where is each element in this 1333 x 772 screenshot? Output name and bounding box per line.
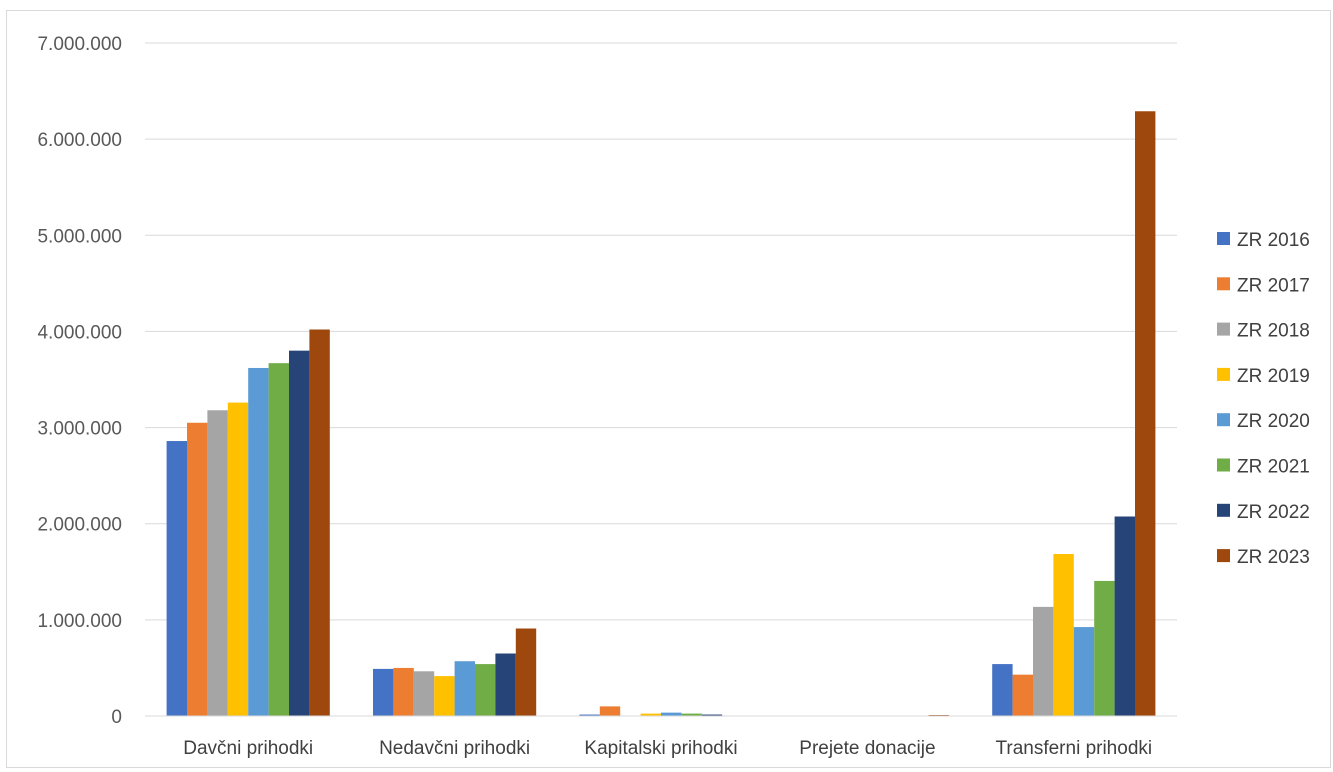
bar-zr-2020 (454, 661, 475, 716)
legend-swatch (1217, 367, 1230, 381)
bar-zr-2023 (309, 329, 330, 716)
legend-swatch (1217, 232, 1230, 245)
y-axis-ticks: 0 1.000.000 2.000.000 3.000.000 4.000.000 5.0… (37, 34, 122, 728)
y-tick-label: 2.000.000 (37, 515, 122, 536)
legend[interactable]: ZR 2016 ZR 2017 ZR 2018 ZR 2019 ZR 2020 ZR 20… (1217, 230, 1310, 568)
legend-label: ZR 2022 (1237, 502, 1310, 523)
bar-zr-2018 (207, 410, 228, 716)
y-tick-label: 0 (111, 707, 122, 728)
y-tick-label: 7.000.000 (37, 34, 122, 55)
legend-label: ZR 2019 (1237, 366, 1310, 387)
y-tick-label: 5.000.000 (37, 226, 122, 247)
bar-zr-2019 (1053, 553, 1074, 716)
x-category-label: Transferni prihodki (995, 738, 1152, 759)
bar-zr-2021 (268, 363, 289, 716)
bar-zr-2017 (393, 667, 414, 716)
bar-zr-2022 (701, 714, 723, 716)
bar-zr-2016 (579, 714, 600, 716)
x-category-label: Prejete donacije (799, 738, 935, 759)
legend-item[interactable]: ZR 2022 (1217, 502, 1310, 523)
bar-zr-2020 (1073, 627, 1095, 716)
bar-zr-2016 (992, 664, 1013, 716)
bar-zr-2022 (495, 653, 516, 716)
x-category-label: Davčni prihodki (183, 738, 313, 759)
legend-swatch (1217, 322, 1230, 336)
bar-zr-2021 (681, 713, 702, 716)
x-category-label: Kapitalski prihodki (584, 738, 737, 759)
x-axis: Davčni prihodki Nedavčni prihodki Kapitals… (145, 715, 1177, 759)
bar-zr-2018 (1033, 606, 1054, 716)
legend-label: ZR 2023 (1237, 547, 1310, 568)
legend-item[interactable]: ZR 2016 (1217, 230, 1310, 251)
bar-zr-2021 (1094, 580, 1115, 716)
legend-swatch (1217, 413, 1230, 427)
legend-item[interactable]: ZR 2019 (1217, 366, 1310, 387)
bars (166, 111, 1156, 717)
bar-zr-2022 (289, 350, 310, 716)
y-tick-label: 1.000.000 (37, 611, 122, 632)
bar-zr-2021 (475, 664, 496, 716)
legend-label: ZR 2018 (1237, 321, 1310, 342)
legend-swatch (1217, 458, 1230, 472)
legend-swatch (1217, 549, 1230, 563)
bar-zr-2019 (640, 713, 661, 716)
bar-zr-2020 (248, 367, 269, 716)
bar-zr-2016 (373, 668, 394, 716)
legend-swatch (1217, 277, 1230, 291)
bar-zr-2023 (515, 628, 537, 716)
legend-item[interactable]: ZR 2021 (1217, 457, 1310, 478)
legend-label: ZR 2020 (1237, 411, 1310, 432)
legend-label: ZR 2017 (1237, 275, 1310, 296)
y-tick-label: 6.000.000 (37, 130, 122, 151)
legend-item[interactable]: ZR 2020 (1217, 411, 1310, 432)
legend-item[interactable]: ZR 2018 (1217, 321, 1310, 342)
bar-zr-2019 (434, 676, 455, 716)
bar-zr-2019 (227, 402, 249, 716)
legend-item[interactable]: ZR 2023 (1217, 547, 1310, 568)
y-tick-label: 3.000.000 (37, 419, 122, 440)
legend-label: ZR 2021 (1237, 457, 1310, 478)
bar-zr-2017 (599, 706, 621, 716)
bar-zr-2018 (413, 671, 435, 716)
bar-zr-2023 (1135, 111, 1156, 717)
legend-label: ZR 2016 (1237, 230, 1310, 251)
bar-zr-2022 (1114, 516, 1135, 716)
bar-zr-2017 (1012, 674, 1033, 716)
bar-zr-2017 (187, 422, 208, 716)
x-category-label: Nedavčni prihodki (379, 738, 530, 759)
bar-zr-2020 (661, 712, 682, 716)
y-tick-label: 4.000.000 (37, 322, 122, 343)
legend-swatch (1217, 503, 1230, 517)
bar-zr-2016 (166, 441, 187, 716)
legend-item[interactable]: ZR 2017 (1217, 275, 1310, 296)
